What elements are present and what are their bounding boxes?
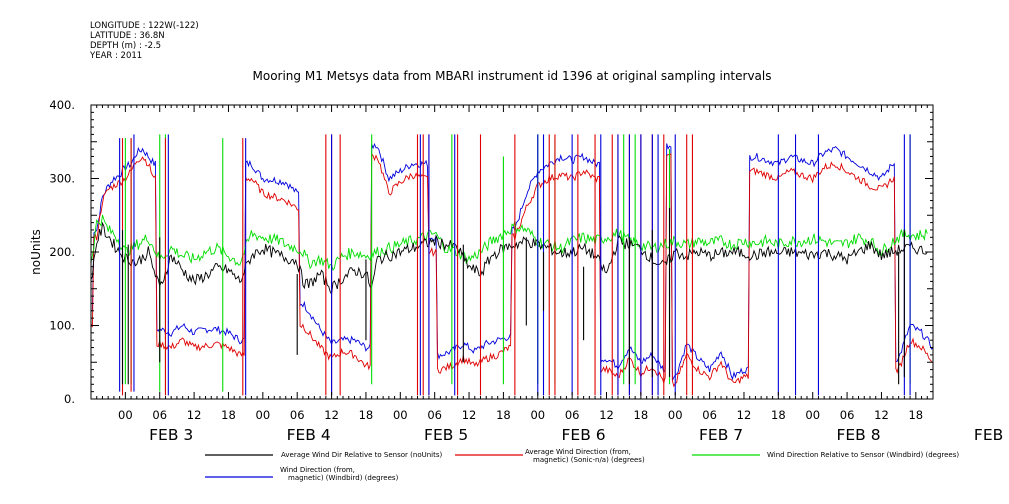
x-hour-label: 00	[530, 408, 545, 422]
x-hour-label: 18	[634, 408, 649, 422]
x-hour-label: 06	[565, 408, 580, 422]
series-line-0	[91, 221, 928, 296]
legend-label-2: Wind Direction Relative to Sensor (Windb…	[767, 451, 959, 459]
series-line-3	[91, 142, 933, 381]
y-tick-label: 200.	[49, 245, 75, 259]
y-tick-label: 100.	[49, 319, 75, 333]
x-hour-label: 06	[427, 408, 442, 422]
x-hour-label: 12	[187, 408, 202, 422]
x-day-label: FEB 6	[562, 426, 606, 444]
legend-label-1: Average Wind Direction (from,	[525, 448, 631, 456]
axes: 0. 100. 200. 300. 400. 00 06 12 18 FEB 3 00 06 12 18 F…	[49, 98, 1009, 444]
metadata-block: LONGITUDE : 122W(-122) LATITUDE : 36.8N …	[90, 21, 199, 61]
x-hour-label: 00	[805, 408, 820, 422]
x-day-label: FEB 7	[699, 426, 743, 444]
x-hour-label: 18	[359, 408, 374, 422]
series-line-1	[91, 152, 933, 388]
x-hour-label: 18	[908, 408, 923, 422]
x-day-label: FEB 4	[287, 426, 331, 444]
y-tick-label: 300.	[49, 172, 75, 186]
x-hour-label: 06	[702, 408, 717, 422]
x-hour-label: 06	[152, 408, 167, 422]
x-day-label: FEB 8	[836, 426, 880, 444]
x-hour-label: 12	[324, 408, 339, 422]
meta-year: YEAR : 2011	[90, 51, 143, 61]
legend-label-1: magnetic) (Sonic-n/a) (degrees)	[533, 456, 645, 464]
x-hour-label: 00	[393, 408, 408, 422]
meta-longitude: LONGITUDE : 122W(-122)	[90, 21, 199, 31]
series-line-2	[91, 214, 928, 271]
x-hour-label: 00	[256, 408, 271, 422]
x-hour-label: 12	[599, 408, 614, 422]
meta-latitude: LATITUDE : 36.8N	[90, 31, 165, 41]
legend-label-3: Wind Direction (from,	[280, 466, 355, 474]
x-hour-label: 18	[496, 408, 511, 422]
legend-label-0: Average Wind Dir Relative to Sensor (noU…	[281, 451, 442, 459]
plot-area	[91, 134, 933, 396]
x-hour-label: 12	[737, 408, 752, 422]
y-axis-label: noUnits	[29, 229, 43, 275]
x-hour-label: 00	[118, 408, 133, 422]
x-hour-label: 06	[840, 408, 855, 422]
x-hour-label: 06	[290, 408, 305, 422]
x-day-label: FEB 3	[149, 426, 193, 444]
meta-depth: DEPTH (m) : -2.5	[90, 41, 162, 51]
x-day-label: FEB 9	[974, 426, 1009, 444]
y-tick-label: 0.	[64, 392, 75, 406]
y-tick-label: 400.	[49, 98, 75, 112]
x-hour-label: 12	[462, 408, 477, 422]
legend: Average Wind Dir Relative to Sensor (noU…	[205, 448, 959, 482]
series-group	[91, 134, 933, 396]
chart-title: Mooring M1 Metsys data from MBARI instru…	[253, 69, 772, 83]
x-hour-label: 00	[668, 408, 683, 422]
x-day-label: FEB 5	[424, 426, 468, 444]
x-hour-label: 12	[874, 408, 889, 422]
legend-label-3: magnetic) (Windbird) (degrees)	[288, 474, 399, 482]
x-hour-label: 18	[771, 408, 786, 422]
x-hour-label: 18	[221, 408, 236, 422]
